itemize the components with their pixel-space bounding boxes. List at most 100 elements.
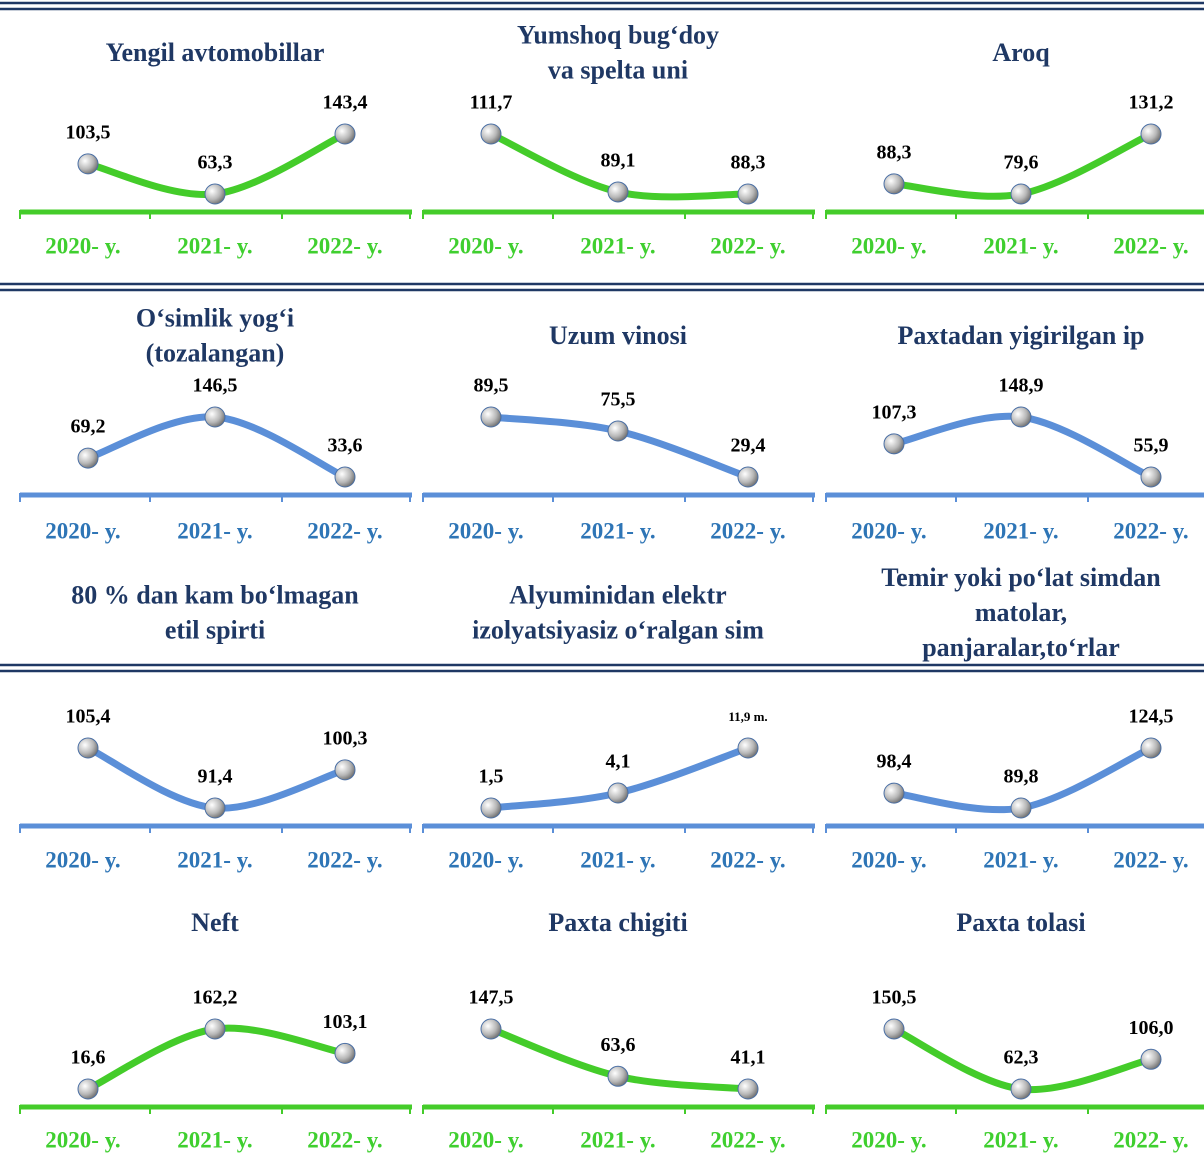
point bbox=[737, 466, 759, 488]
x-tick-label: 2022- y. bbox=[1113, 1127, 1188, 1152]
data-label: 106,0 bbox=[1129, 1017, 1174, 1039]
point bbox=[1010, 797, 1032, 819]
x-tick-label: 2022- y. bbox=[1113, 233, 1188, 258]
data-label: 146,5 bbox=[193, 375, 238, 397]
point bbox=[77, 737, 99, 759]
chart-title: Yumshoq bug‘doy bbox=[517, 20, 719, 49]
point bbox=[883, 1018, 905, 1040]
x-tick-label: 2022- y. bbox=[307, 847, 382, 872]
x-tick-label: 2020- y. bbox=[45, 1127, 120, 1152]
x-tick-label: 2021- y. bbox=[580, 847, 655, 872]
data-label: 107,3 bbox=[872, 401, 917, 423]
point bbox=[883, 433, 905, 455]
data-label: 29,4 bbox=[731, 435, 766, 457]
point bbox=[1140, 737, 1162, 759]
point bbox=[334, 759, 356, 781]
chart-title: Paxtadan yigirilgan ip bbox=[897, 321, 1144, 350]
chart-title: Temir yoki po‘lat simdan bbox=[881, 563, 1161, 592]
chart-title: Paxta tolasi bbox=[956, 908, 1085, 937]
x-tick-label: 2020- y. bbox=[448, 847, 523, 872]
data-label: 89,8 bbox=[1004, 766, 1039, 788]
point bbox=[480, 123, 502, 145]
data-label: 103,5 bbox=[66, 121, 111, 143]
data-label: 4,1 bbox=[606, 751, 631, 773]
x-tick-label: 2022- y. bbox=[710, 518, 785, 543]
chart-title: Alyuminidan elektr bbox=[509, 580, 726, 609]
data-label: 88,3 bbox=[731, 152, 766, 174]
point bbox=[1140, 1048, 1162, 1070]
x-tick-label: 2020- y. bbox=[448, 518, 523, 543]
data-label: 41,1 bbox=[731, 1047, 766, 1069]
data-label: 79,6 bbox=[1004, 152, 1039, 174]
x-tick-label: 2020- y. bbox=[45, 518, 120, 543]
point bbox=[480, 797, 502, 819]
point bbox=[1010, 1078, 1032, 1100]
point bbox=[480, 406, 502, 428]
x-tick-label: 2021- y. bbox=[983, 847, 1058, 872]
data-label: 98,4 bbox=[877, 751, 912, 773]
x-tick-label: 2022- y. bbox=[710, 233, 785, 258]
chart-title: Aroq bbox=[992, 38, 1050, 67]
data-label: 131,2 bbox=[1129, 92, 1174, 114]
x-tick-label: 2020- y. bbox=[851, 233, 926, 258]
chart-title: etil spirti bbox=[165, 615, 265, 644]
data-label: 124,5 bbox=[1129, 706, 1174, 728]
data-label: 150,5 bbox=[872, 987, 917, 1009]
x-tick-label: 2020- y. bbox=[448, 1127, 523, 1152]
point bbox=[883, 782, 905, 804]
data-label: 89,1 bbox=[601, 150, 636, 172]
data-label: 63,6 bbox=[601, 1034, 636, 1056]
x-tick-label: 2021- y. bbox=[177, 233, 252, 258]
data-label: 69,2 bbox=[71, 416, 106, 438]
point bbox=[334, 466, 356, 488]
x-tick-label: 2020- y. bbox=[45, 233, 120, 258]
chart-title: matolar, bbox=[975, 598, 1067, 627]
data-label: 89,5 bbox=[474, 375, 509, 397]
chart-title: va spelta uni bbox=[548, 55, 688, 84]
x-tick-label: 2021- y. bbox=[177, 847, 252, 872]
point bbox=[204, 183, 226, 205]
chart-title: panjaralar,to‘rlar bbox=[922, 633, 1120, 662]
x-tick-label: 2021- y. bbox=[983, 518, 1058, 543]
point bbox=[334, 1042, 356, 1064]
data-label: 100,3 bbox=[323, 727, 368, 749]
data-label: 148,9 bbox=[999, 375, 1044, 397]
x-tick-label: 2021- y. bbox=[983, 233, 1058, 258]
point bbox=[204, 406, 226, 428]
x-tick-label: 2022- y. bbox=[710, 1127, 785, 1152]
chart-title: O‘simlik yog‘i bbox=[136, 303, 294, 332]
x-tick-label: 2021- y. bbox=[580, 1127, 655, 1152]
point bbox=[737, 183, 759, 205]
data-label: 75,5 bbox=[601, 389, 636, 411]
x-tick-label: 2022- y. bbox=[307, 518, 382, 543]
data-label: 62,3 bbox=[1004, 1047, 1039, 1069]
point bbox=[204, 797, 226, 819]
chart-title: izolyatsiyasiz o‘ralgan sim bbox=[472, 615, 764, 644]
x-tick-label: 2020- y. bbox=[448, 233, 523, 258]
x-tick-label: 2020- y. bbox=[851, 847, 926, 872]
point bbox=[607, 181, 629, 203]
chart-title: Yengil avtomobillar bbox=[106, 38, 325, 67]
point bbox=[737, 737, 759, 759]
point bbox=[607, 420, 629, 442]
data-label: 162,2 bbox=[193, 987, 238, 1009]
x-tick-label: 2020- y. bbox=[851, 518, 926, 543]
point bbox=[607, 1065, 629, 1087]
data-label: 105,4 bbox=[66, 706, 111, 728]
data-label: 147,5 bbox=[469, 987, 514, 1009]
point bbox=[1010, 406, 1032, 428]
x-tick-label: 2022- y. bbox=[307, 233, 382, 258]
data-label: 63,3 bbox=[198, 152, 233, 174]
x-tick-label: 2022- y. bbox=[710, 847, 785, 872]
point bbox=[737, 1078, 759, 1100]
data-label: 33,6 bbox=[328, 435, 363, 457]
x-tick-label: 2021- y. bbox=[580, 518, 655, 543]
data-label: 103,1 bbox=[323, 1011, 368, 1033]
point bbox=[1010, 183, 1032, 205]
point bbox=[480, 1018, 502, 1040]
x-tick-label: 2021- y. bbox=[177, 518, 252, 543]
x-tick-label: 2022- y. bbox=[307, 1127, 382, 1152]
data-label: 111,7 bbox=[470, 92, 513, 114]
chart-title: Neft bbox=[191, 908, 239, 937]
data-label: 91,4 bbox=[198, 766, 233, 788]
